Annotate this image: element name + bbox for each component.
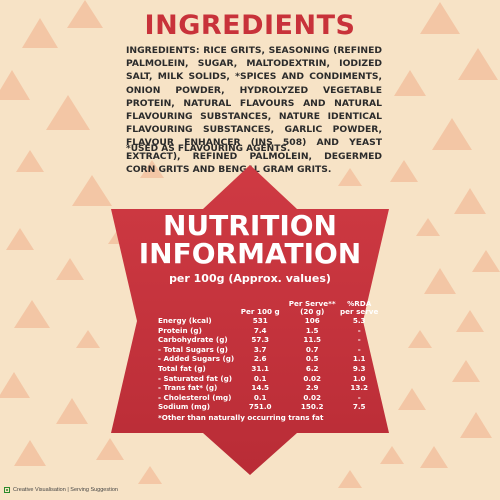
- veg-icon: [4, 487, 10, 493]
- flavouring-footnote: *USED AS FLAVOURING AGENTS.: [126, 144, 291, 154]
- nutrition-table: Per 100 g Per Serve** (20 g) %RDA per serv…: [158, 296, 380, 412]
- bottom-caption: Creative Visualisation | Serving Suggest…: [4, 487, 118, 493]
- table-row: Energy (kcal) 531 106 5.3: [158, 316, 366, 325]
- header-rda: %RDA per serve: [340, 299, 379, 316]
- nutrition-header-row: Per 100 g Per Serve** (20 g) %RDA per serv…: [158, 296, 380, 316]
- table-row: - Cholesterol (mg) 0.1 0.02-: [158, 392, 361, 402]
- table-row: - Added Sugars (g) 2.6 0.5 1.1: [158, 354, 366, 364]
- header-nutrient: [158, 296, 234, 316]
- nutrition-title-line1: NUTRITION: [162, 209, 337, 242]
- table-row: - Saturated fat (g) 0.1 0.02 1.0: [158, 373, 366, 383]
- ingredients-title: INGREDIENTS: [144, 10, 356, 41]
- header-per-100g: Per 100 g: [240, 307, 280, 316]
- table-row: Carbohydrate (g) 57.3 11.5-: [158, 335, 361, 345]
- header-per-serve: Per Serve** (20 g): [288, 299, 336, 316]
- nutrition-title: NUTRITION INFORMATION: [0, 212, 500, 268]
- table-row: Protein (g) 7.4 1.5-: [158, 325, 361, 335]
- caption-text: Creative Visualisation | Serving Suggest…: [13, 487, 118, 493]
- table-row: - Total Sugars (g) 3.7 0.7-: [158, 344, 361, 354]
- nutrition-subtitle: per 100g (Approx. values): [169, 272, 331, 285]
- table-row: - Trans fat* (g) 14.5 2.9 13.2: [158, 383, 369, 393]
- ingredients-list: INGREDIENTS: RICE GRITS, SEASONING (REFI…: [126, 45, 382, 175]
- table-row: Total fat (g) 31.1 6.2 9.3: [158, 363, 366, 373]
- trans-fat-footnote: *Other than naturally occurring trans fa…: [158, 413, 324, 422]
- table-row: Sodium (mg) 751.0 150.2 7.5: [158, 402, 366, 412]
- nutrition-title-line2: INFORMATION: [138, 237, 362, 270]
